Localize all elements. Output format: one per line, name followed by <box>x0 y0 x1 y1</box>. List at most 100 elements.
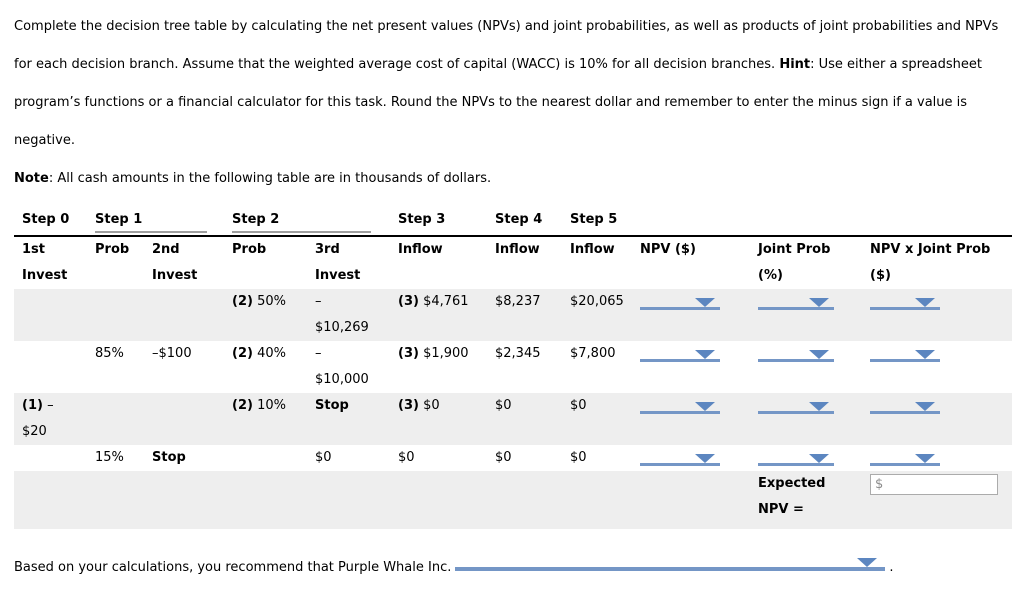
inflow5-cell: $20,065 <box>570 294 624 309</box>
joint-prob-dropdown-r1[interactable] <box>758 292 834 310</box>
invest2-cell <box>144 289 224 341</box>
npv-dropdown-r2[interactable] <box>640 344 720 362</box>
invest2-cell <box>144 393 224 445</box>
npv-dropdown-r1[interactable] <box>640 292 720 310</box>
col-header-joint-prob: Joint Prob (%) <box>758 242 831 283</box>
inflow4-cell: $2,345 <box>495 346 541 361</box>
instructions-text-after-hint: : Use either a spreadsheet program’s fun… <box>14 57 982 148</box>
branch-row-2: 85% –$100 (2) 40% – $10,000 (3) $1,900 $2… <box>14 341 1012 393</box>
expected-row-spacer <box>14 471 750 529</box>
dropdown-arrow-icon <box>695 350 715 359</box>
step5-header: Step 5 <box>562 210 632 237</box>
npv-dropdown-r3[interactable] <box>640 396 720 414</box>
dropdown-arrow-icon <box>915 402 935 411</box>
invest3-cell: – $10,269 <box>315 294 369 335</box>
npv-x-joint-prob-dropdown-r1[interactable] <box>870 292 940 310</box>
npv-x-joint-prob-cell <box>862 393 1012 445</box>
invest1-cell <box>14 445 87 471</box>
step3-header: Step 3 <box>390 210 487 237</box>
step1-header: Step 1 <box>87 210 224 237</box>
col-header-1st-invest: 1st Invest <box>22 242 68 283</box>
npv-x-joint-prob-dropdown-r2[interactable] <box>870 344 940 362</box>
step-header-spacer <box>632 210 1013 237</box>
expected-npv-input[interactable] <box>870 474 998 495</box>
inflow5-cell: $7,800 <box>570 346 616 361</box>
inflow3-cell: (3) $1,900 <box>398 346 469 361</box>
branch-row-3: (1) – $20 (2) 10% Stop (3) $0 $0 $0 <box>14 393 1013 445</box>
expected-npv-label: Expected NPV = <box>758 476 826 517</box>
inflow4-cell: $8,237 <box>495 294 541 309</box>
dropdown-arrow-icon <box>915 298 935 307</box>
inflow3-cell: (3) $0 <box>398 398 440 413</box>
prob1-cell: 15% <box>95 450 124 465</box>
step2-label: Step 2 <box>232 210 371 233</box>
col-header-inflow-step5: Inflow <box>570 242 615 257</box>
npv-x-joint-prob-cell <box>862 445 1012 471</box>
invest2-cell: Stop <box>144 445 224 471</box>
inflow5-cell: $0 <box>570 450 587 465</box>
prob2-cell: (2) 10% <box>232 398 286 413</box>
branch-row-4: 15% Stop $0 $0 $0 $0 <box>14 445 1012 471</box>
invest3-cell: Stop <box>307 393 390 445</box>
npv-x-joint-prob-dropdown-r3[interactable] <box>870 396 940 414</box>
inflow3-cell: $0 <box>398 450 415 465</box>
col-header-npv: NPV ($) <box>640 242 696 257</box>
joint-prob-dropdown-r4[interactable] <box>758 448 834 466</box>
invest1-cell <box>14 341 87 393</box>
invest2-cell: –$100 <box>152 346 192 361</box>
joint-prob-dropdown-r3[interactable] <box>758 396 834 414</box>
expected-npv-cell <box>862 471 1012 529</box>
footer-period: . <box>889 560 894 575</box>
recommendation-line: Based on your calculations, you recommen… <box>14 553 1024 579</box>
invest1-cell: (1) – $20 <box>22 398 54 439</box>
prob1-cell <box>87 393 144 445</box>
decision-tree-table: Step 0 Step 1 Step 2 Step 3 Step 4 Step … <box>14 210 1013 529</box>
branch-tag: (2) <box>232 294 253 309</box>
step0-header: Step 0 <box>14 210 87 237</box>
npv-cell <box>632 341 750 393</box>
branch-tag: (3) <box>398 398 419 413</box>
step2-header: Step 2 <box>224 210 390 237</box>
dropdown-arrow-icon <box>915 350 935 359</box>
inflow4-cell: $0 <box>495 398 512 413</box>
dropdown-arrow-icon <box>809 350 829 359</box>
inflow3-cell: (3) $4,761 <box>398 294 469 309</box>
col-header-prob-step1: Prob <box>95 242 130 257</box>
prob2-cell <box>224 445 307 471</box>
npv-dropdown-r4[interactable] <box>640 448 720 466</box>
col-header-prob-step2: Prob <box>232 242 267 257</box>
prob2-cell: (2) 50% <box>232 294 286 309</box>
dropdown-arrow-icon <box>915 454 935 463</box>
col-header-inflow-step3: Inflow <box>398 242 443 257</box>
npv-x-joint-prob-cell <box>862 341 1012 393</box>
col-header-3rd-invest: 3rd Invest <box>315 242 361 283</box>
npv-x-joint-prob-dropdown-r4[interactable] <box>870 448 940 466</box>
branch-tag: (3) <box>398 294 419 309</box>
step-header-row: Step 0 Step 1 Step 2 Step 3 Step 4 Step … <box>14 210 1013 237</box>
col-header-inflow-step4: Inflow <box>495 242 540 257</box>
joint-prob-dropdown-r2[interactable] <box>758 344 834 362</box>
recommendation-dropdown[interactable] <box>455 553 886 571</box>
inflow5-cell: $0 <box>570 398 587 413</box>
prob1-cell <box>87 289 144 341</box>
note-label: Note <box>14 171 49 186</box>
npv-cell <box>632 393 750 445</box>
branch-tag: (2) <box>232 346 253 361</box>
col-header-2nd-invest: 2nd Invest <box>152 242 198 283</box>
dropdown-arrow-icon <box>809 454 829 463</box>
col-header-npv-x-joint-prob: NPV x Joint Prob ($) <box>870 242 991 283</box>
branch-tag: (2) <box>232 398 253 413</box>
instructions-text: Complete the decision tree table by calc… <box>14 19 999 72</box>
joint-prob-cell <box>750 341 862 393</box>
column-header-row: 1st Invest Prob 2nd Invest Prob 3rd Invest … <box>14 236 1012 289</box>
note-text: : All cash amounts in the following tabl… <box>48 171 492 186</box>
branch-tag: (3) <box>398 346 419 361</box>
prob2-cell: (2) 40% <box>232 346 286 361</box>
hint-label: Hint <box>779 57 811 72</box>
step4-header: Step 4 <box>487 210 562 237</box>
note-paragraph: Note: All cash amounts in the following … <box>14 160 1014 198</box>
npv-cell <box>632 445 750 471</box>
step1-label: Step 1 <box>95 210 207 233</box>
stop-label: Stop <box>315 398 349 413</box>
npv-cell <box>632 289 750 341</box>
